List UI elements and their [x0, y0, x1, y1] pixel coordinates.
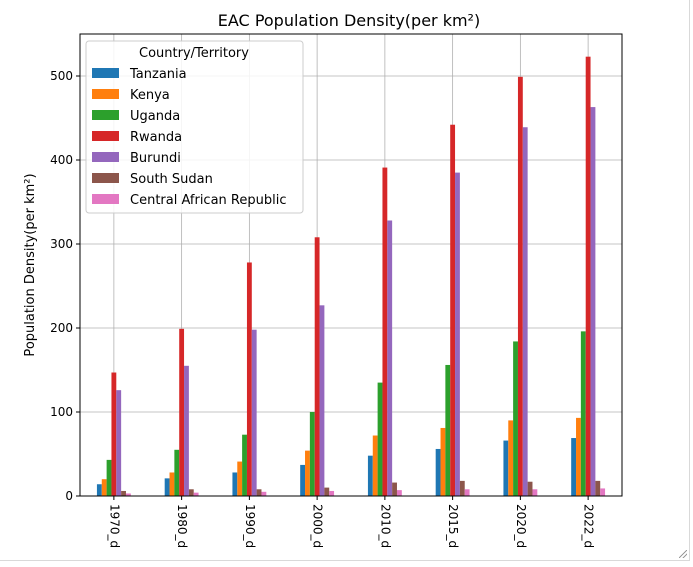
bar-uganda [174, 449, 180, 496]
bar-tanzania [367, 455, 373, 496]
legend-label: Central African Republic [130, 193, 286, 208]
bar-kenya [237, 461, 243, 496]
legend-swatch [92, 173, 119, 183]
legend-swatch [92, 131, 119, 141]
bar-burundi [184, 365, 189, 496]
bar-uganda [309, 412, 315, 496]
bar-central-african-republic [193, 492, 199, 496]
bar-south-sudan [188, 489, 194, 496]
bar-central-african-republic [125, 493, 131, 496]
bar-south-sudan [595, 480, 601, 496]
bar-central-african-republic [396, 490, 402, 496]
bar-kenya [101, 479, 107, 496]
y-tick-label: 400 [50, 153, 73, 167]
legend-swatch [92, 194, 119, 204]
y-tick-label: 0 [65, 489, 73, 503]
bar-south-sudan [324, 487, 330, 496]
bar-burundi [455, 172, 460, 496]
bar-uganda [242, 434, 247, 496]
legend: Country/Territory Tanzania Kenya Uganda Rwa… [85, 40, 304, 214]
y-tick-label: 200 [50, 321, 73, 335]
bar-kenya [508, 420, 514, 496]
bar-uganda [580, 331, 586, 496]
legend-title: Country/Territory [139, 46, 249, 61]
bar-kenya [576, 417, 581, 496]
bar-central-african-republic [532, 489, 538, 496]
bar-uganda [106, 459, 112, 496]
bar-burundi [251, 329, 257, 496]
bar-uganda [513, 341, 518, 496]
bar-rwanda [179, 328, 185, 496]
x-tick-label: 1970_d [107, 504, 121, 548]
y-tick-label: 100 [50, 405, 73, 419]
bar-tanzania [96, 484, 102, 496]
bar-burundi [590, 107, 596, 496]
bar-rwanda [517, 76, 523, 496]
bar-south-sudan [459, 480, 465, 496]
bar-burundi [387, 220, 393, 497]
x-tick-label: 2010_d [378, 504, 392, 548]
legend-label: Burundi [130, 151, 181, 166]
bar-kenya [305, 450, 310, 496]
x-tick-label: 2000_d [311, 504, 325, 548]
y-tick-label: 300 [50, 237, 73, 251]
legend-swatch [92, 110, 119, 120]
plot-area-border [79, 33, 623, 497]
legend-label: Kenya [130, 88, 170, 103]
bar-south-sudan [121, 490, 126, 496]
bar-south-sudan [527, 481, 533, 496]
x-tick-label: 2022_d [582, 504, 596, 548]
bar-tanzania [164, 478, 170, 496]
bar-central-african-republic [600, 488, 606, 496]
bar-rwanda [585, 56, 591, 497]
bar-south-sudan [256, 489, 262, 496]
bar-kenya [169, 472, 175, 496]
x-tick-label: 1980_d [175, 504, 189, 548]
bar-uganda [377, 382, 383, 496]
legend-label: South Sudan [130, 172, 213, 187]
bar-kenya [372, 435, 378, 496]
bar-rwanda [111, 372, 117, 496]
bar-tanzania [571, 438, 577, 496]
bar-tanzania [300, 464, 306, 496]
bar-rwanda [450, 124, 456, 496]
chart-title: EAC Population Density(per km²) [218, 11, 480, 30]
legend-swatch [92, 68, 119, 78]
legend-label: Tanzania [129, 67, 187, 82]
legend-label: Rwanda [130, 130, 182, 145]
bar-burundi [319, 305, 325, 496]
bar-tanzania [435, 448, 441, 496]
bar-central-african-republic [261, 491, 267, 496]
legend-swatch [92, 152, 119, 162]
bar-rwanda [314, 237, 320, 496]
bar-burundi [522, 127, 528, 497]
bar-uganda [445, 364, 451, 496]
bars [96, 56, 606, 497]
bar-kenya [440, 427, 446, 496]
x-tick-label: 1990_d [243, 504, 257, 548]
x-tick-label: 2020_d [514, 504, 528, 548]
legend-swatch [92, 89, 119, 99]
resize-grip-icon[interactable] [679, 550, 687, 558]
y-axis-label: Population Density(per km²) [23, 173, 38, 356]
bar-tanzania [232, 472, 238, 496]
x-tick-label: 2015_d [446, 504, 460, 548]
bar-central-african-republic [329, 490, 335, 496]
bar-rwanda [246, 262, 252, 496]
bar-central-african-republic [464, 489, 470, 496]
legend-label: Uganda [130, 109, 180, 124]
bar-tanzania [503, 440, 509, 496]
legend-entries: Tanzania Kenya Uganda Rwanda Burundi South Su… [92, 67, 286, 208]
axis-ticks: 0 100 200 300 400 500 1970_d 1980_d 1990_d 2000_d… [50, 69, 596, 548]
bar-rwanda [382, 167, 388, 496]
bar-south-sudan [392, 482, 397, 496]
bar-burundi [116, 390, 122, 496]
legend-box [85, 40, 304, 214]
y-tick-label: 500 [50, 69, 73, 83]
